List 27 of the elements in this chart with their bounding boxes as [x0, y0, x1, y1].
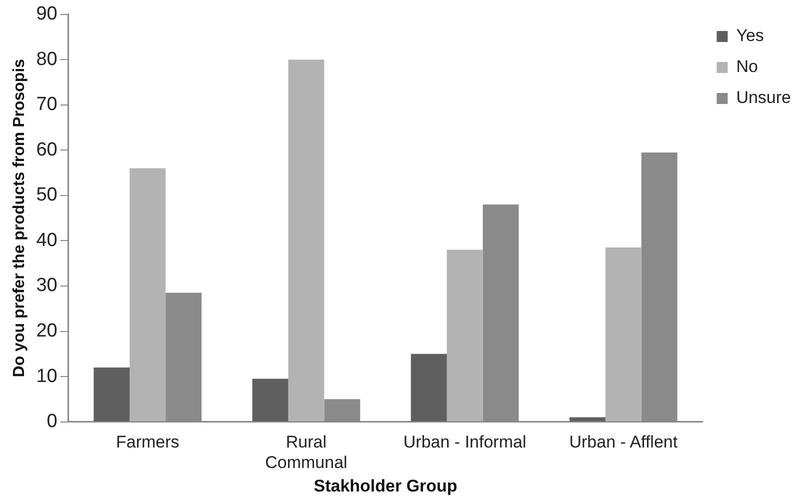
bar [288, 60, 324, 422]
y-axis-title: Do you prefer the products from Prosopis [11, 58, 28, 378]
y-tick-label: 40 [36, 230, 58, 251]
bar [410, 354, 447, 422]
y-tick-label: 70 [36, 94, 58, 116]
legend-label: Unsure [736, 88, 792, 108]
bar [446, 250, 483, 422]
x-tick-label: Urban - Afflent [569, 432, 678, 452]
y-tick-label: 20 [36, 320, 58, 342]
y-tick-label: 50 [36, 184, 58, 206]
legend-label: No [736, 57, 758, 76]
bar [605, 248, 642, 422]
x-tick-label: Rural Communal [265, 432, 348, 472]
y-tick-label: 60 [36, 139, 58, 160]
y-tick-label: 0 [46, 411, 58, 432]
legend-label: Yes [736, 26, 764, 46]
y-tick-label: 30 [36, 275, 58, 296]
bar [94, 367, 130, 422]
bar [569, 417, 606, 422]
x-tick-label: Urban - Informal [403, 432, 526, 452]
y-tick-label: 10 [36, 366, 58, 387]
bar [252, 378, 288, 422]
x-axis-title: Stakholder Group [314, 476, 458, 496]
y-tick-label: 80 [36, 48, 58, 70]
bar [130, 168, 166, 422]
y-tick-label: 90 [36, 4, 58, 25]
x-tick-label: Farmers [116, 432, 180, 452]
